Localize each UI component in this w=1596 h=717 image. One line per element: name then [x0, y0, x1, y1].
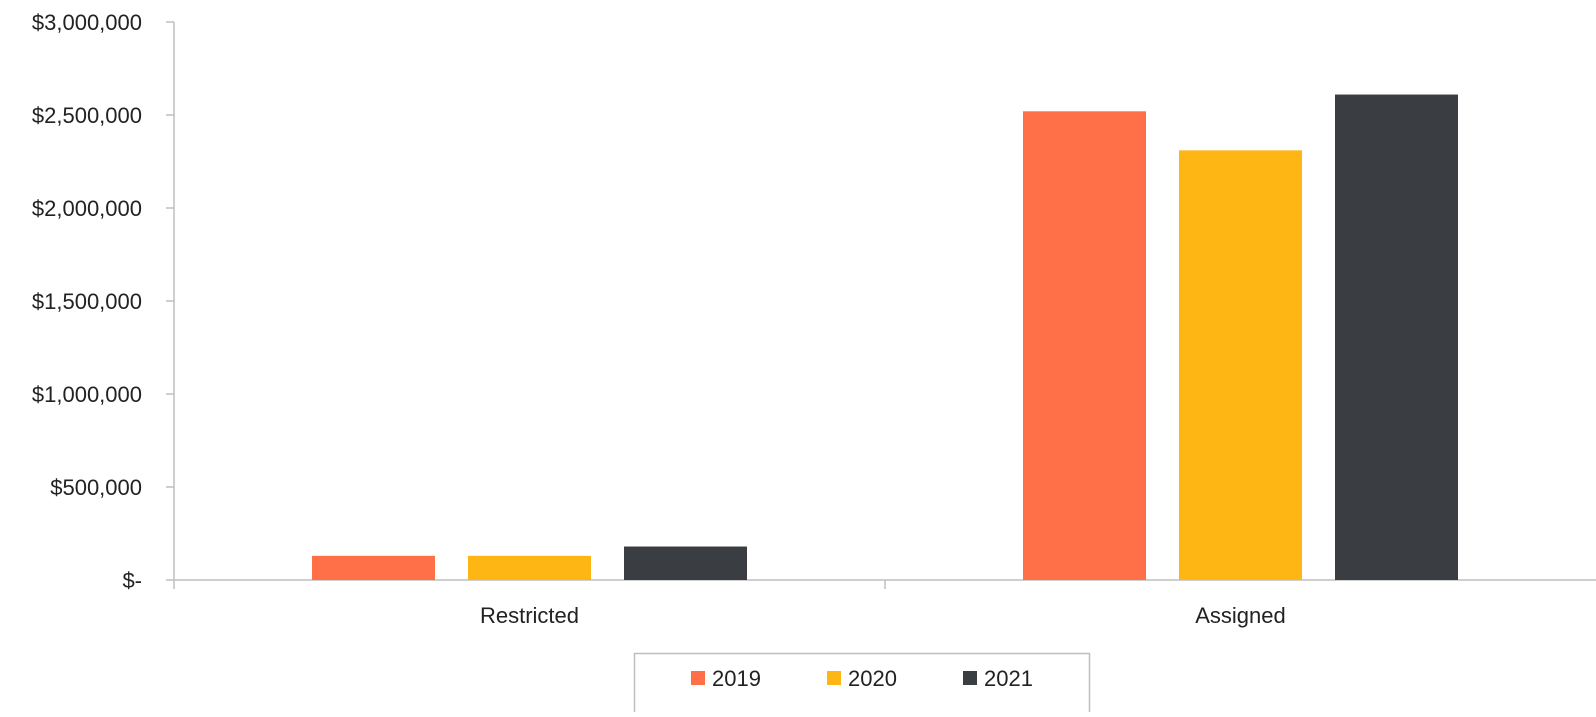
legend-swatch	[963, 671, 977, 685]
legend-swatch	[691, 671, 705, 685]
bar-2019-assigned	[1023, 111, 1146, 580]
bar-2021-assigned	[1335, 94, 1458, 580]
y-axis: $- $500,000 $1,000,000 $1,500,000 $2,000,000…	[32, 10, 175, 593]
y-tick-label: $2,500,000	[32, 103, 142, 128]
legend-label: 2019	[712, 666, 761, 691]
y-tick-label: $1,000,000	[32, 382, 142, 407]
legend-label: 2020	[848, 666, 897, 691]
x-category-label: Restricted	[480, 603, 579, 628]
bar-2021-restricted	[624, 546, 747, 580]
bar-2020-restricted	[468, 555, 591, 580]
y-tick-label: $500,000	[50, 475, 142, 500]
bars	[312, 94, 1458, 580]
legend-label: 2021	[984, 666, 1033, 691]
y-tick-label: $1,500,000	[32, 289, 142, 314]
x-category-label: Assigned	[1195, 603, 1286, 628]
legend-box	[633, 652, 1091, 715]
x-axis: Restricted Assigned	[173, 579, 1596, 628]
y-tick-label: $3,000,000	[32, 10, 142, 35]
legend-swatch	[827, 671, 841, 685]
bar-2019-restricted	[312, 555, 435, 580]
y-tick-label: $-	[122, 568, 142, 593]
bar-2020-assigned	[1179, 150, 1302, 580]
y-tick-label: $2,000,000	[32, 196, 142, 221]
legend: 2019 2020 2021	[633, 652, 1091, 715]
